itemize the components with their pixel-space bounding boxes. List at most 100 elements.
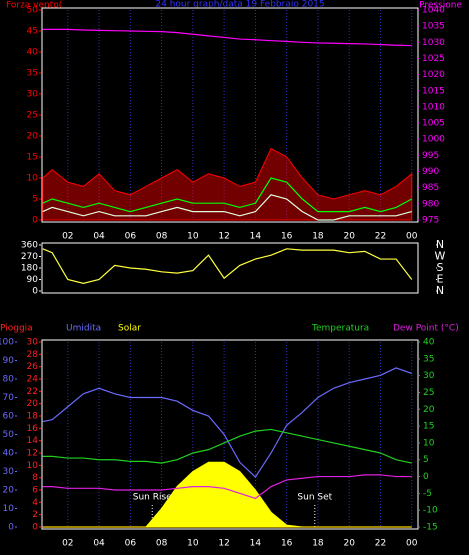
x-tick-label: 22 bbox=[375, 539, 386, 549]
x-tick-label: 10 bbox=[187, 539, 199, 549]
y-tick-label: 28 bbox=[27, 350, 39, 360]
plot-frame bbox=[41, 7, 419, 223]
y-tick-label: 26 bbox=[27, 362, 39, 372]
x-tick-label: 08 bbox=[156, 232, 168, 242]
y2-axis-label: Pressione bbox=[419, 1, 462, 11]
y-tick-label: 0 bbox=[32, 216, 38, 226]
y-tick-label: 360 bbox=[21, 241, 38, 251]
y-tick-label: 2 bbox=[32, 510, 38, 520]
y-tick-label: 975 bbox=[422, 216, 439, 226]
y-tick-label: 0 bbox=[32, 287, 38, 297]
x-tick-label: 08 bbox=[156, 539, 168, 549]
y-tick-label: 24 bbox=[27, 375, 39, 385]
y-tick-label: 1025 bbox=[422, 54, 445, 64]
x-tick-label: 02 bbox=[62, 539, 73, 549]
y-tick-label: 90 bbox=[27, 275, 39, 285]
y-tick-label: 15 bbox=[423, 422, 434, 432]
y-tick-label: 30 bbox=[3, 467, 15, 477]
y-tick-label: N bbox=[436, 284, 444, 297]
line bbox=[42, 28, 412, 47]
y-tick-label: 15 bbox=[27, 153, 38, 163]
area bbox=[42, 147, 413, 221]
y-tick-label: 40 bbox=[27, 48, 39, 58]
y-tick-label: 100 bbox=[0, 338, 14, 348]
x-tick-label: 16 bbox=[281, 539, 293, 549]
y-tick-label: 180 bbox=[21, 264, 38, 274]
y-tick-label: 35 bbox=[27, 69, 38, 79]
y-tick-label: 30 bbox=[27, 338, 39, 348]
y-tick-label: 1005 bbox=[422, 119, 445, 129]
legend-label: Dew Point (°C) bbox=[393, 324, 459, 334]
x-tick-label: 10 bbox=[187, 232, 199, 242]
annotation: Sun Rise bbox=[133, 493, 172, 503]
y-tick-label: 1040 bbox=[422, 6, 445, 16]
line bbox=[42, 474, 412, 500]
y-tick-label: 5 bbox=[423, 455, 429, 465]
y-tick-label: 270 bbox=[21, 252, 38, 262]
y-tick-label: 4 bbox=[32, 498, 38, 508]
y-tick-label: 25 bbox=[423, 388, 434, 398]
legend-label: Solar bbox=[118, 324, 141, 334]
x-tick-label: 12 bbox=[218, 232, 229, 242]
y-tick-label: 25 bbox=[27, 111, 38, 121]
y-tick-label: 1035 bbox=[422, 22, 445, 32]
y-tick-label: 20 bbox=[3, 486, 15, 496]
y-axis-label: Forza vento( bbox=[6, 1, 62, 11]
y-tick-label: 1030 bbox=[422, 38, 445, 48]
y-tick-label: 45 bbox=[27, 27, 38, 37]
y-tick-label: 985 bbox=[422, 183, 439, 193]
area bbox=[42, 461, 412, 528]
x-tick-label: 06 bbox=[125, 539, 137, 549]
x-tick-label: 14 bbox=[250, 232, 262, 242]
y-tick-label: 90 bbox=[3, 356, 15, 366]
y-tick-label: 20 bbox=[423, 405, 435, 415]
y-tick-label: 1010 bbox=[422, 102, 445, 112]
legend-label: Pioggia bbox=[0, 324, 33, 334]
y-tick-label: 30 bbox=[423, 371, 435, 381]
y-tick-label: 14 bbox=[27, 436, 39, 446]
y-tick-label: 20 bbox=[27, 399, 39, 409]
y-tick-label: 5 bbox=[32, 195, 38, 205]
y-tick-label: 30 bbox=[27, 90, 39, 100]
y-tick-label: 0 bbox=[423, 472, 429, 482]
y-tick-label: W bbox=[435, 250, 446, 263]
x-tick-label: 00 bbox=[406, 539, 418, 549]
line bbox=[42, 367, 412, 478]
y-tick-label: 10 bbox=[3, 504, 15, 514]
y-tick-label: E bbox=[437, 273, 444, 286]
legend-label: Temperatura bbox=[311, 324, 369, 334]
legend-label: Umidita bbox=[66, 324, 101, 334]
line bbox=[42, 177, 413, 213]
y-tick-label: -15 bbox=[423, 523, 438, 533]
y-tick-label: 40 bbox=[423, 338, 435, 348]
y-tick-label: -10 bbox=[423, 506, 438, 516]
y-tick-label: 22 bbox=[27, 387, 38, 397]
x-tick-label: 12 bbox=[218, 539, 229, 549]
y-tick-label: 1000 bbox=[422, 135, 445, 145]
y-tick-label: 10 bbox=[27, 461, 39, 471]
y-tick-label: 980 bbox=[422, 199, 439, 209]
x-tick-label: 14 bbox=[250, 539, 262, 549]
x-tick-label: 04 bbox=[93, 232, 105, 242]
x-tick-label: 16 bbox=[281, 232, 293, 242]
y-tick-label: 80 bbox=[3, 375, 15, 385]
y-tick-label: 20 bbox=[27, 132, 39, 142]
y-tick-label: 995 bbox=[422, 151, 439, 161]
y-tick-label: 35 bbox=[423, 354, 434, 364]
x-tick-label: 18 bbox=[312, 232, 324, 242]
y-tick-label: 70 bbox=[3, 393, 15, 403]
plot-frame bbox=[41, 339, 419, 530]
y-tick-label: 990 bbox=[422, 167, 439, 177]
y-tick-label: 18 bbox=[27, 412, 39, 422]
x-tick-label: 00 bbox=[406, 232, 418, 242]
line bbox=[42, 248, 413, 284]
line bbox=[42, 428, 412, 464]
y-tick-label: 6 bbox=[32, 486, 38, 496]
plot-frame bbox=[41, 242, 419, 294]
y-tick-label: 8 bbox=[32, 473, 38, 483]
y-tick-label: N bbox=[436, 238, 444, 251]
line bbox=[42, 194, 412, 221]
y-tick-label: 16 bbox=[27, 424, 39, 434]
chart-title: 24 hour graph/data 19 Febbraio 2015 bbox=[155, 0, 324, 10]
